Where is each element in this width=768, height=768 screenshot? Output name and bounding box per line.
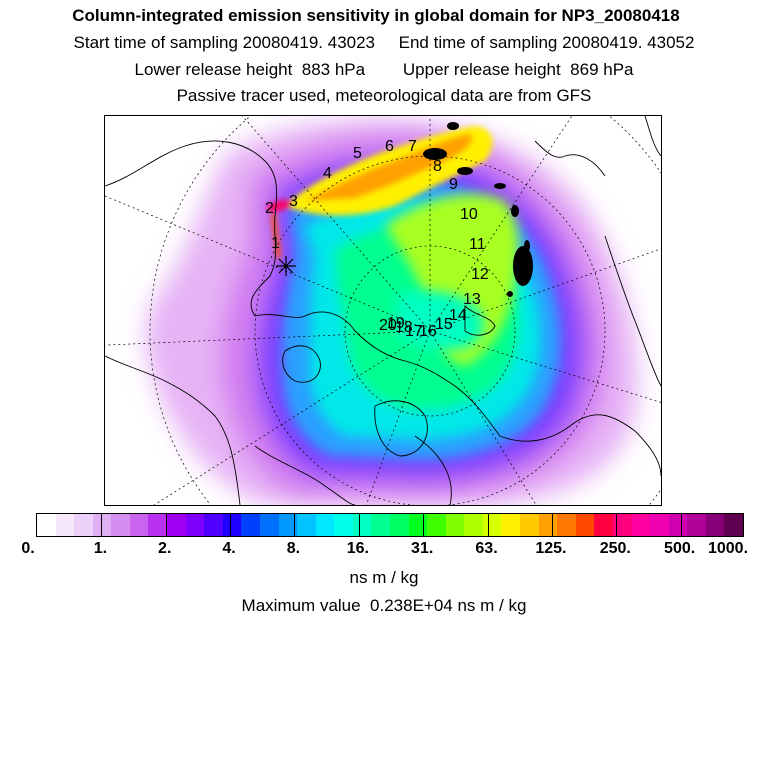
trajectory-labels: 1 2 3 4 5 6 7 8 9 10 11 12 13 14 15 16 1…: [265, 138, 489, 340]
map-canvas: 1 2 3 4 5 6 7 8 9 10 11 12 13 14 15 16 1…: [105, 116, 661, 505]
colorbar-label: 500.: [664, 540, 696, 557]
traj-label-12: 12: [471, 266, 489, 283]
maximum-value: Maximum value 0.238E+04 ns m / kg: [241, 596, 527, 615]
colorbar-label: 2.: [158, 540, 172, 557]
traj-label-17: 17: [405, 323, 423, 340]
traj-label-2: 2: [265, 200, 274, 217]
colorbar-swatch: [464, 514, 483, 536]
colorbar-swatch: [705, 514, 725, 536]
release-star-icon: [276, 256, 296, 276]
traj-label-14: 14: [449, 307, 467, 324]
colorbar-tick: [294, 514, 296, 536]
colorbar-swatch: [148, 514, 168, 536]
colorbar-swatch: [37, 514, 56, 536]
colorbar-tick: [101, 514, 103, 536]
traj-label-18: 18: [395, 319, 413, 336]
colorbar-swatch: [278, 514, 298, 536]
coastlines: [105, 116, 661, 505]
colorbar-swatch: [557, 514, 576, 536]
colorbar-tick: [680, 514, 682, 536]
colorbar-label: 4.: [222, 540, 236, 557]
colorbar-swatch: [129, 514, 149, 536]
traj-label-13: 13: [463, 291, 481, 308]
colorbar-swatch: [111, 514, 130, 536]
colorbar-swatch: [204, 514, 223, 536]
colorbar-label: 63.: [475, 540, 498, 557]
colorbar-swatch: [297, 514, 316, 536]
colorbar-swatch: [650, 514, 669, 536]
traj-label-4: 4: [323, 165, 332, 182]
traj-label-6: 6: [385, 138, 394, 155]
colorbar-label: 0.: [21, 540, 35, 557]
sensitivity-field: [146, 119, 638, 505]
colorbar-label: 1.: [93, 540, 108, 557]
colorbar-label: 125.: [535, 540, 567, 557]
colorbar-tick: [423, 514, 425, 536]
traj-label-20: 20: [379, 317, 397, 334]
traj-label-16: 16: [419, 323, 437, 340]
traj-label-10: 10: [460, 206, 478, 223]
colorbar-swatch: [352, 514, 372, 536]
colorbar-swatch: [241, 514, 260, 536]
colorbar-tick: [616, 514, 618, 536]
colorbar-swatch: [334, 514, 353, 536]
colorbar-swatch: [259, 514, 279, 536]
graticule: [105, 116, 661, 505]
colorbar-swatch: [631, 514, 651, 536]
colorbar-swatch: [668, 514, 688, 536]
traj-label-5: 5: [353, 145, 362, 162]
colorbar-swatch: [55, 514, 75, 536]
traj-label-11: 11: [469, 236, 486, 253]
traj-label-1: 1: [271, 235, 280, 252]
colorbar-swatch: [501, 514, 521, 536]
colorbar-swatch: [612, 514, 632, 536]
colorbar-swatch: [575, 514, 595, 536]
traj-label-3: 3: [289, 193, 298, 210]
colorbar-tick: [230, 514, 232, 536]
release-heights: Lower release height 883 hPa Upper relea…: [134, 60, 634, 79]
colorbar-swatch: [520, 514, 539, 536]
colorbar-swatch: [724, 514, 743, 536]
colorbar-swatch: [315, 514, 335, 536]
colorbar-swatch: [371, 514, 390, 536]
colorbar-tick: [165, 514, 167, 536]
traj-label-19: 19: [387, 315, 405, 332]
colorbar-tick: [487, 514, 489, 536]
colorbar-label: 1000.: [707, 540, 749, 557]
colorbar-units: ns m / kg: [349, 568, 419, 587]
colorbar-swatch: [389, 514, 409, 536]
colorbar-tick: [358, 514, 360, 536]
colorbar-label: 16.: [346, 540, 369, 557]
colorbar-swatch: [74, 514, 93, 536]
sampling-times: Start time of sampling 20080419. 43023 E…: [73, 33, 695, 52]
traj-label-9: 9: [449, 176, 458, 193]
colorbar-label: 250.: [599, 540, 631, 557]
colorbar-swatch: [185, 514, 205, 536]
colorbar-swatch: [222, 514, 242, 536]
colorbar-swatch: [482, 514, 502, 536]
colorbar-tick: [551, 514, 553, 536]
colorbar-swatch: [167, 514, 186, 536]
colorbar: [36, 513, 744, 537]
traj-label-8: 8: [433, 158, 442, 175]
black-patches: [423, 122, 533, 297]
traj-label-15: 15: [435, 316, 453, 333]
colorbar-swatch: [538, 514, 558, 536]
plot-title: Column-integrated emission sensitivity i…: [72, 6, 680, 25]
colorbar-swatch: [408, 514, 428, 536]
traj-label-7: 7: [408, 138, 417, 155]
colorbar-swatch: [594, 514, 613, 536]
colorbar-swatch: [445, 514, 465, 536]
tracer-info: Passive tracer used, meteorological data…: [176, 86, 592, 105]
colorbar-label: 8.: [286, 540, 301, 557]
colorbar-label: 31.: [411, 540, 434, 557]
colorbar-swatch: [427, 514, 446, 536]
colorbar-swatch: [687, 514, 706, 536]
sensitivity-map: 1 2 3 4 5 6 7 8 9 10 11 12 13 14 15 16 1…: [104, 115, 662, 506]
